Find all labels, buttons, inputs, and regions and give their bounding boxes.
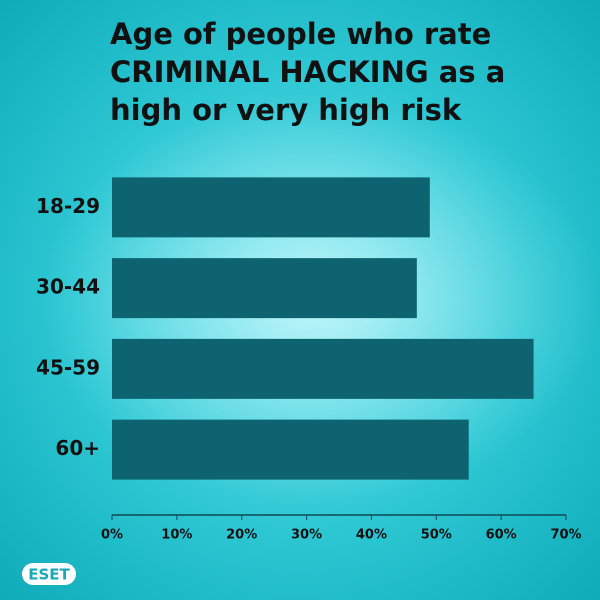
y-tick-label: 60+ [55, 436, 100, 460]
x-tick-label: 20% [226, 528, 257, 543]
y-tick-label: 45-59 [36, 355, 100, 379]
chart-title: Age of people who rate CRIMINAL HACKING a… [110, 17, 505, 127]
bar [112, 419, 469, 480]
x-tick-label: 70% [550, 528, 581, 543]
x-tick-label: 0% [101, 528, 123, 543]
x-tick-label: 10% [161, 528, 192, 543]
title-line: CRIMINAL HACKING as a [110, 55, 505, 89]
bar [112, 177, 430, 238]
x-tick-label: 60% [486, 528, 517, 543]
logo-badge [22, 563, 76, 585]
y-tick-label: 30-44 [36, 275, 100, 299]
bar [112, 258, 417, 319]
x-tick-label: 50% [421, 528, 452, 543]
logo: eset [28, 566, 70, 584]
title-line: high or very high risk [110, 93, 462, 127]
x-tick-label: 40% [356, 528, 387, 543]
bar [112, 338, 534, 399]
x-tick-label: 30% [291, 528, 322, 543]
y-tick-label: 18-29 [36, 194, 100, 218]
title-line: Age of people who rate [110, 17, 491, 51]
plot-area: 0% 10% 20% 30% 40% 50% 60% 70% 18-29 30-44 45-59 60… [36, 177, 582, 543]
